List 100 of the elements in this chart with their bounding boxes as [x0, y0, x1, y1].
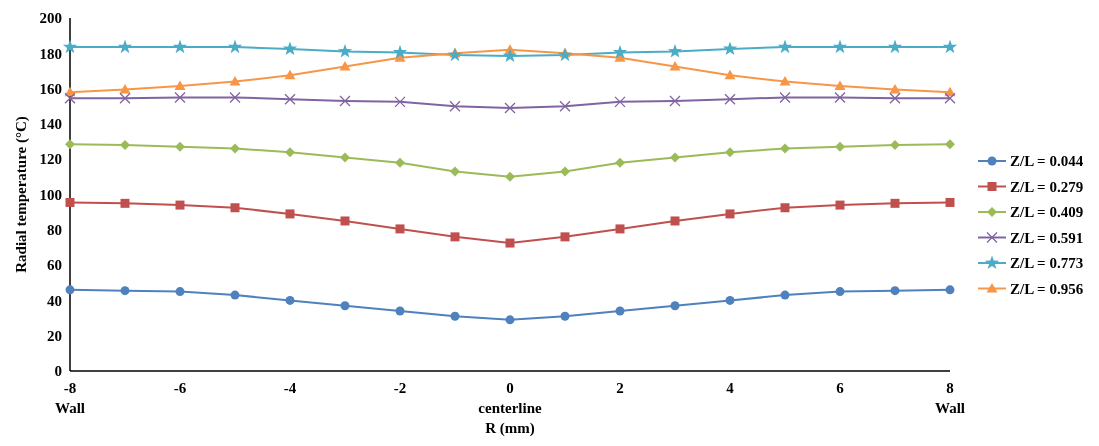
legend-label: Z/L = 0.044	[1010, 153, 1084, 170]
point	[172, 39, 188, 54]
point	[285, 295, 295, 305]
point	[230, 143, 240, 154]
point	[62, 39, 78, 54]
x-tick-label: -2	[393, 380, 407, 396]
point	[505, 171, 515, 182]
point	[557, 47, 573, 62]
point	[669, 95, 681, 107]
y-tick-label: 40	[47, 292, 62, 309]
point	[724, 69, 736, 80]
point	[945, 139, 955, 150]
point	[615, 224, 625, 234]
x-tick-label: 4	[726, 380, 735, 396]
point	[284, 93, 296, 105]
point	[450, 166, 460, 177]
point	[945, 197, 955, 207]
point	[834, 80, 846, 90]
x-tick-label: 2	[616, 380, 624, 396]
point	[340, 216, 350, 226]
y-tick-label: 120	[39, 151, 62, 168]
point	[284, 69, 296, 80]
point	[230, 203, 240, 213]
point	[117, 39, 133, 54]
point	[615, 306, 625, 316]
point	[667, 44, 683, 58]
point	[887, 39, 903, 54]
point	[942, 39, 958, 54]
point	[615, 157, 625, 168]
point	[890, 286, 900, 296]
point	[670, 301, 680, 311]
point	[560, 311, 570, 321]
x-tick-label: -4	[283, 380, 297, 396]
point	[64, 92, 76, 104]
point	[339, 61, 351, 71]
point	[614, 96, 626, 108]
point	[340, 152, 350, 163]
point	[340, 301, 350, 311]
point	[670, 152, 680, 163]
point	[724, 93, 736, 105]
legend-label: Z/L = 0.591	[1010, 229, 1084, 246]
point	[230, 290, 240, 300]
point	[780, 203, 790, 213]
point	[120, 140, 130, 151]
point	[175, 200, 185, 210]
point	[119, 92, 131, 104]
point	[505, 238, 515, 248]
y-tick-label: 180	[39, 45, 62, 62]
y-tick-label: 160	[39, 80, 62, 97]
point	[890, 198, 900, 208]
y-tick-label: 0	[54, 363, 62, 380]
point	[560, 232, 570, 242]
point	[339, 95, 351, 107]
point	[780, 290, 790, 300]
point	[780, 143, 790, 154]
point	[504, 102, 516, 114]
point	[722, 41, 738, 55]
point	[174, 80, 186, 90]
point	[725, 147, 735, 158]
point	[559, 100, 571, 112]
x-tick-label: 0 centerline	[478, 380, 542, 416]
point	[502, 48, 518, 63]
y-tick-label: 20	[47, 327, 62, 344]
point	[777, 39, 793, 54]
point	[229, 91, 241, 104]
point	[835, 287, 845, 297]
point	[889, 92, 901, 104]
point	[395, 306, 405, 316]
point	[227, 39, 243, 54]
point	[174, 91, 186, 104]
point	[229, 76, 241, 86]
legend-label: Z/L = 0.279	[1010, 178, 1084, 195]
point	[670, 216, 680, 226]
point	[337, 44, 353, 58]
legend-label: Z/L = 0.773	[1010, 255, 1084, 272]
y-tick-label: 80	[47, 222, 62, 239]
point	[120, 286, 130, 296]
point	[835, 200, 845, 210]
point	[120, 198, 130, 208]
point	[395, 157, 405, 168]
y-tick-label: 200	[39, 10, 62, 27]
point	[944, 92, 956, 104]
point	[175, 141, 185, 152]
x-tick-label: -6	[173, 380, 187, 396]
point	[65, 285, 75, 295]
point	[725, 295, 735, 305]
point	[835, 141, 845, 152]
legend-label: Z/L = 0.956	[1010, 280, 1084, 297]
point	[779, 76, 791, 86]
point	[449, 100, 461, 112]
y-tick-label: 100	[39, 186, 62, 203]
y-tick-label: 140	[39, 116, 62, 133]
point	[175, 287, 185, 297]
y-tick-label: 60	[47, 257, 62, 274]
x-tick-label: 8 Wall	[934, 380, 966, 416]
point	[285, 147, 295, 158]
point	[560, 166, 570, 177]
x-tick-label: -8 Wall	[54, 380, 86, 416]
point	[832, 39, 848, 54]
point	[395, 224, 405, 234]
